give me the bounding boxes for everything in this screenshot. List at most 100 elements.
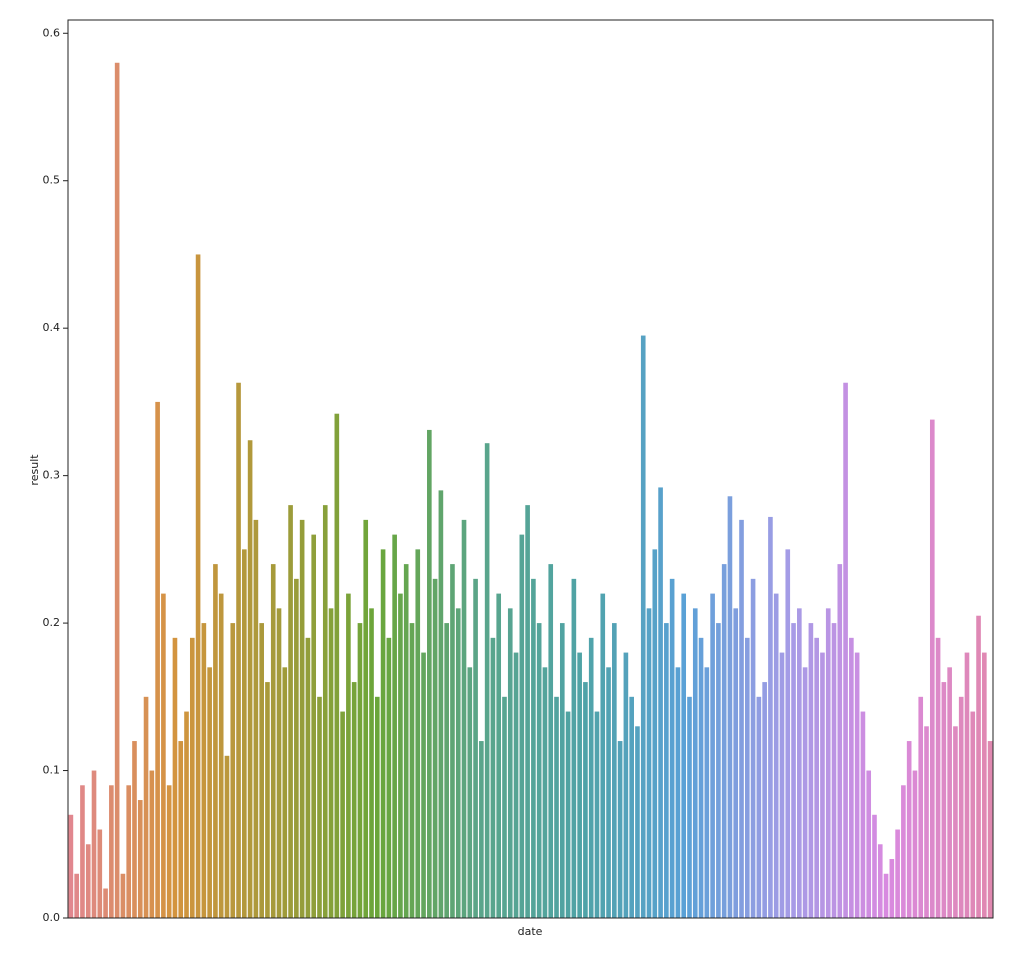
bar bbox=[924, 726, 929, 918]
bar bbox=[866, 770, 872, 918]
bar bbox=[109, 785, 114, 918]
y-tick-label: 0.6 bbox=[43, 26, 61, 39]
bar bbox=[600, 593, 606, 918]
bar bbox=[149, 770, 155, 918]
bar bbox=[750, 578, 756, 918]
bar bbox=[328, 608, 334, 918]
bar bbox=[213, 564, 218, 918]
bar bbox=[357, 623, 363, 918]
bar bbox=[889, 859, 895, 918]
bar bbox=[698, 637, 704, 918]
bar bbox=[502, 696, 507, 918]
bar bbox=[276, 608, 282, 918]
bar bbox=[97, 829, 103, 918]
bar bbox=[305, 637, 311, 918]
bar bbox=[831, 623, 837, 918]
y-tick-label: 0.3 bbox=[43, 469, 61, 482]
bar bbox=[704, 667, 710, 918]
bar bbox=[392, 534, 397, 918]
bar bbox=[455, 608, 461, 918]
bar bbox=[351, 682, 357, 918]
bar bbox=[565, 711, 571, 918]
bar bbox=[825, 608, 831, 918]
bar bbox=[126, 785, 132, 918]
bar bbox=[461, 519, 467, 918]
bar bbox=[242, 549, 247, 918]
bar bbox=[270, 564, 276, 918]
bar bbox=[929, 419, 935, 918]
bar bbox=[427, 429, 432, 918]
bar bbox=[137, 800, 143, 918]
bar bbox=[918, 696, 924, 918]
bar bbox=[675, 667, 681, 918]
bar bbox=[860, 711, 866, 918]
bar bbox=[970, 711, 976, 918]
bar bbox=[490, 637, 496, 918]
bar bbox=[877, 844, 883, 918]
bar bbox=[363, 519, 369, 918]
bar bbox=[779, 652, 785, 918]
bar bbox=[987, 741, 993, 918]
bar bbox=[409, 623, 415, 918]
bar bbox=[265, 682, 270, 918]
bar bbox=[282, 667, 288, 918]
bar bbox=[895, 829, 900, 918]
bar bbox=[710, 593, 715, 918]
bar bbox=[380, 549, 386, 918]
bar bbox=[797, 608, 802, 918]
bar bbox=[172, 637, 178, 918]
bar bbox=[184, 711, 189, 918]
bar bbox=[976, 615, 981, 918]
bar bbox=[444, 623, 449, 918]
bar bbox=[507, 608, 513, 918]
bar bbox=[317, 696, 322, 918]
bar bbox=[346, 593, 351, 918]
bar bbox=[901, 785, 906, 918]
bar bbox=[872, 814, 877, 918]
bar bbox=[583, 682, 588, 918]
bar bbox=[843, 382, 848, 919]
bar bbox=[80, 785, 85, 918]
bar bbox=[947, 667, 952, 918]
bar bbox=[484, 443, 490, 918]
y-tick-label: 0.2 bbox=[43, 616, 61, 629]
bar bbox=[964, 652, 970, 918]
bar bbox=[294, 578, 299, 918]
bar bbox=[155, 401, 160, 918]
bar bbox=[652, 549, 658, 918]
bar bbox=[178, 741, 184, 918]
bar bbox=[849, 637, 854, 918]
bar bbox=[334, 413, 340, 918]
bar bbox=[415, 549, 421, 918]
x-axis-label: date bbox=[518, 925, 543, 938]
bar bbox=[669, 578, 675, 918]
bar bbox=[982, 652, 987, 918]
bar bbox=[623, 652, 629, 918]
bar bbox=[161, 593, 166, 918]
bar bbox=[143, 696, 149, 918]
plot-frame bbox=[67, 19, 994, 919]
bar bbox=[883, 873, 889, 918]
bar bbox=[311, 534, 317, 918]
bar bbox=[744, 637, 750, 918]
bar bbox=[635, 726, 640, 918]
bar bbox=[519, 534, 525, 918]
bar bbox=[906, 741, 912, 918]
bar bbox=[646, 608, 652, 918]
bar bbox=[421, 652, 426, 918]
bar bbox=[935, 637, 941, 918]
bar bbox=[588, 637, 594, 918]
bar bbox=[85, 844, 91, 918]
bar bbox=[531, 578, 536, 918]
bar bbox=[403, 564, 409, 918]
bar bbox=[398, 593, 403, 918]
bar bbox=[166, 785, 172, 918]
bar bbox=[716, 623, 721, 918]
bar bbox=[536, 623, 542, 918]
bar bbox=[837, 564, 843, 918]
bar bbox=[207, 667, 212, 918]
bar bbox=[74, 873, 79, 918]
bar bbox=[958, 696, 964, 918]
